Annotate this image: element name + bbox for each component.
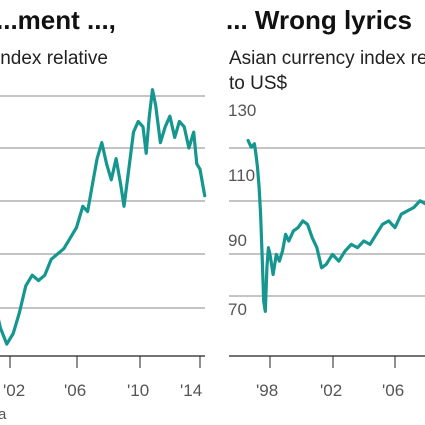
left-chart-subtitle: index relative: [0, 48, 108, 69]
left-series-line: [0, 88, 207, 346]
left-x-tick-label: '10: [127, 381, 149, 400]
right-x-tick-label: '06: [382, 381, 404, 400]
right-series-line: [246, 138, 425, 313]
right-x-tick-label: '98: [256, 381, 278, 400]
right-x-tick-label: '02: [320, 381, 342, 400]
left-plot-area: '02 '06 '10 '14: [0, 88, 207, 400]
right-chart-subtitle-line2: to US$: [229, 73, 288, 94]
right-y-tick-label: 130: [228, 101, 256, 120]
right-y-tick-label: 110: [228, 166, 255, 185]
right-chart-title: ... Wrong lyrics: [226, 5, 412, 35]
right-y-tick-label: 70: [228, 300, 247, 319]
right-y-tick-label: 90: [228, 231, 247, 250]
left-x-tick-label: '02: [3, 381, 25, 400]
source-note: a: [0, 406, 7, 423]
left-x-tick-label: '14: [180, 381, 202, 400]
right-chart-subtitle: Asian currency index re: [229, 48, 425, 69]
right-plot-area: 130 110 90 70 '98 '02 '06: [228, 101, 425, 400]
left-x-tick-label: '06: [64, 381, 86, 400]
left-chart-title: ...ment ...,: [0, 5, 116, 35]
